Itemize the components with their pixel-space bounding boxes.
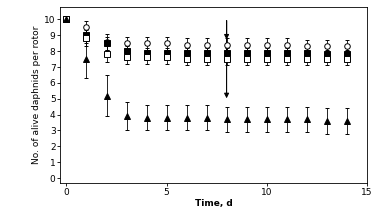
X-axis label: Time, d: Time, d — [195, 200, 232, 209]
Y-axis label: No. of alive daphnids per rotor: No. of alive daphnids per rotor — [33, 26, 41, 164]
